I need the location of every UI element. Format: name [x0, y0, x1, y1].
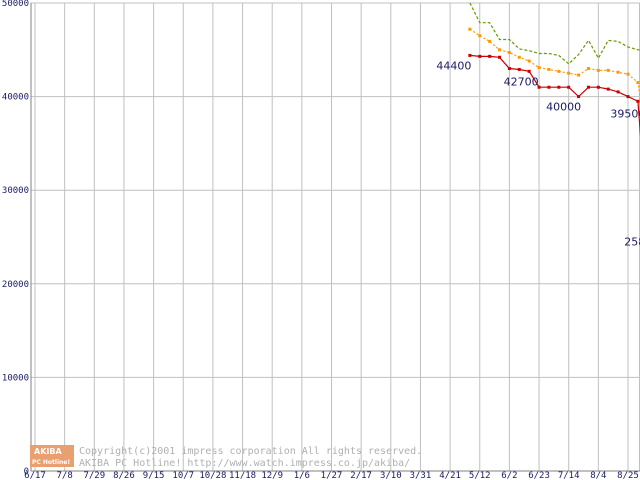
x-tick-label: 6/2 [501, 471, 517, 480]
series-1-point [527, 59, 531, 63]
series-0-point [557, 85, 561, 89]
data-label: 25800 [624, 236, 640, 249]
series-0-point [468, 53, 472, 57]
chart-grid [30, 2, 640, 472]
series-1-point [636, 81, 640, 85]
x-tick-label: 7/14 [558, 471, 580, 480]
series-0-line [469, 54, 640, 137]
x-tick-label: 11/18 [229, 471, 256, 480]
x-tick-label: 6/23 [528, 471, 550, 480]
x-tick-label: 6/17 [24, 471, 46, 480]
series-0-point [488, 54, 492, 58]
x-tick-label: 10/28 [199, 471, 226, 480]
series-0-point [507, 67, 511, 71]
series-1-point [557, 69, 561, 73]
series-0-point [567, 85, 571, 89]
x-tick-label: 8/26 [113, 471, 135, 480]
series-1-point [468, 27, 472, 31]
x-tick-label: 4/21 [439, 471, 461, 480]
chart-series [468, 2, 640, 137]
y-tick-label: 10000 [2, 373, 29, 383]
series-0-point [498, 55, 502, 59]
series-1-point [507, 51, 511, 55]
series-1-point [537, 66, 541, 70]
series-1-point [498, 48, 502, 52]
series-1-point [596, 68, 600, 72]
series-0-point [636, 99, 640, 103]
series-1-point [478, 34, 482, 38]
series-1-point [606, 68, 610, 72]
series-0-point [577, 95, 581, 99]
data-label: 44400 [436, 59, 471, 72]
x-tick-label: 2/17 [350, 471, 372, 480]
x-tick-label: 1/27 [321, 471, 343, 480]
series-0-point [586, 85, 590, 89]
x-tick-label: 1/6 [294, 471, 310, 480]
series-0-point [616, 90, 620, 94]
series-0-point [606, 87, 610, 91]
x-tick-label: 5/12 [469, 471, 491, 480]
data-label: 42700 [504, 75, 539, 88]
series-1-point [517, 55, 521, 59]
series-0-point [547, 85, 551, 89]
x-tick-label: 3/10 [380, 471, 402, 480]
x-tick-label: 9/15 [143, 471, 165, 480]
series-2-line [469, 2, 640, 65]
x-tick-label: 3/31 [410, 471, 432, 480]
series-0-point [527, 69, 531, 73]
data-label: 40000 [546, 101, 581, 114]
series-0-point [478, 54, 482, 58]
x-tick-label: 7/8 [57, 471, 73, 480]
y-tick-label: 30000 [2, 186, 29, 196]
series-0-point [517, 67, 521, 71]
y-tick-label: 0 [24, 467, 29, 477]
x-tick-label: 12/9 [261, 471, 283, 480]
akiba-logo-top-text: AKIBA [34, 447, 62, 456]
series-1-point [616, 70, 620, 74]
series-0-point [626, 95, 630, 99]
akiba-logo-bottom-text: PC Hotline! [32, 459, 70, 466]
x-tick-label: 8/4 [590, 471, 606, 480]
akiba-logo [30, 445, 74, 467]
series-1-point [626, 72, 630, 76]
x-tick-label: 10/7 [172, 471, 194, 480]
series-0-point [596, 85, 600, 89]
x-axis-tick-labels: 6/17 7/8 7/29 8/26 9/15 10/7 10/28 11/18 12/9 1/6… [24, 471, 639, 480]
y-tick-label: 20000 [2, 280, 29, 290]
y-tick-label: 40000 [2, 93, 29, 103]
chart-annotations: 44400 42700 40000 39500 25800 [436, 59, 640, 248]
plot-frame [30, 2, 640, 472]
series-1-point [567, 71, 571, 75]
series-1-point [586, 67, 590, 71]
y-tick-label: 50000 [2, 0, 29, 9]
series-1-point [577, 73, 581, 77]
x-tick-label: 8/25 [617, 471, 639, 480]
data-label: 39500 [610, 107, 640, 120]
y-axis-tick-labels: 0 10000 20000 30000 40000 50000 [2, 0, 29, 477]
series-1-point [488, 39, 492, 43]
copyright-line-2: AKIBA PC Hotline! http://www.watch.impre… [79, 458, 410, 469]
x-tick-label: 7/29 [83, 471, 105, 480]
copyright-watermark: AKIBA PC Hotline! Copyright(c)2001 impre… [30, 445, 422, 469]
series-1-point [547, 67, 551, 71]
copyright-line-1: Copyright(c)2001 impress corporation All… [79, 446, 422, 457]
series-0-point [537, 85, 541, 89]
